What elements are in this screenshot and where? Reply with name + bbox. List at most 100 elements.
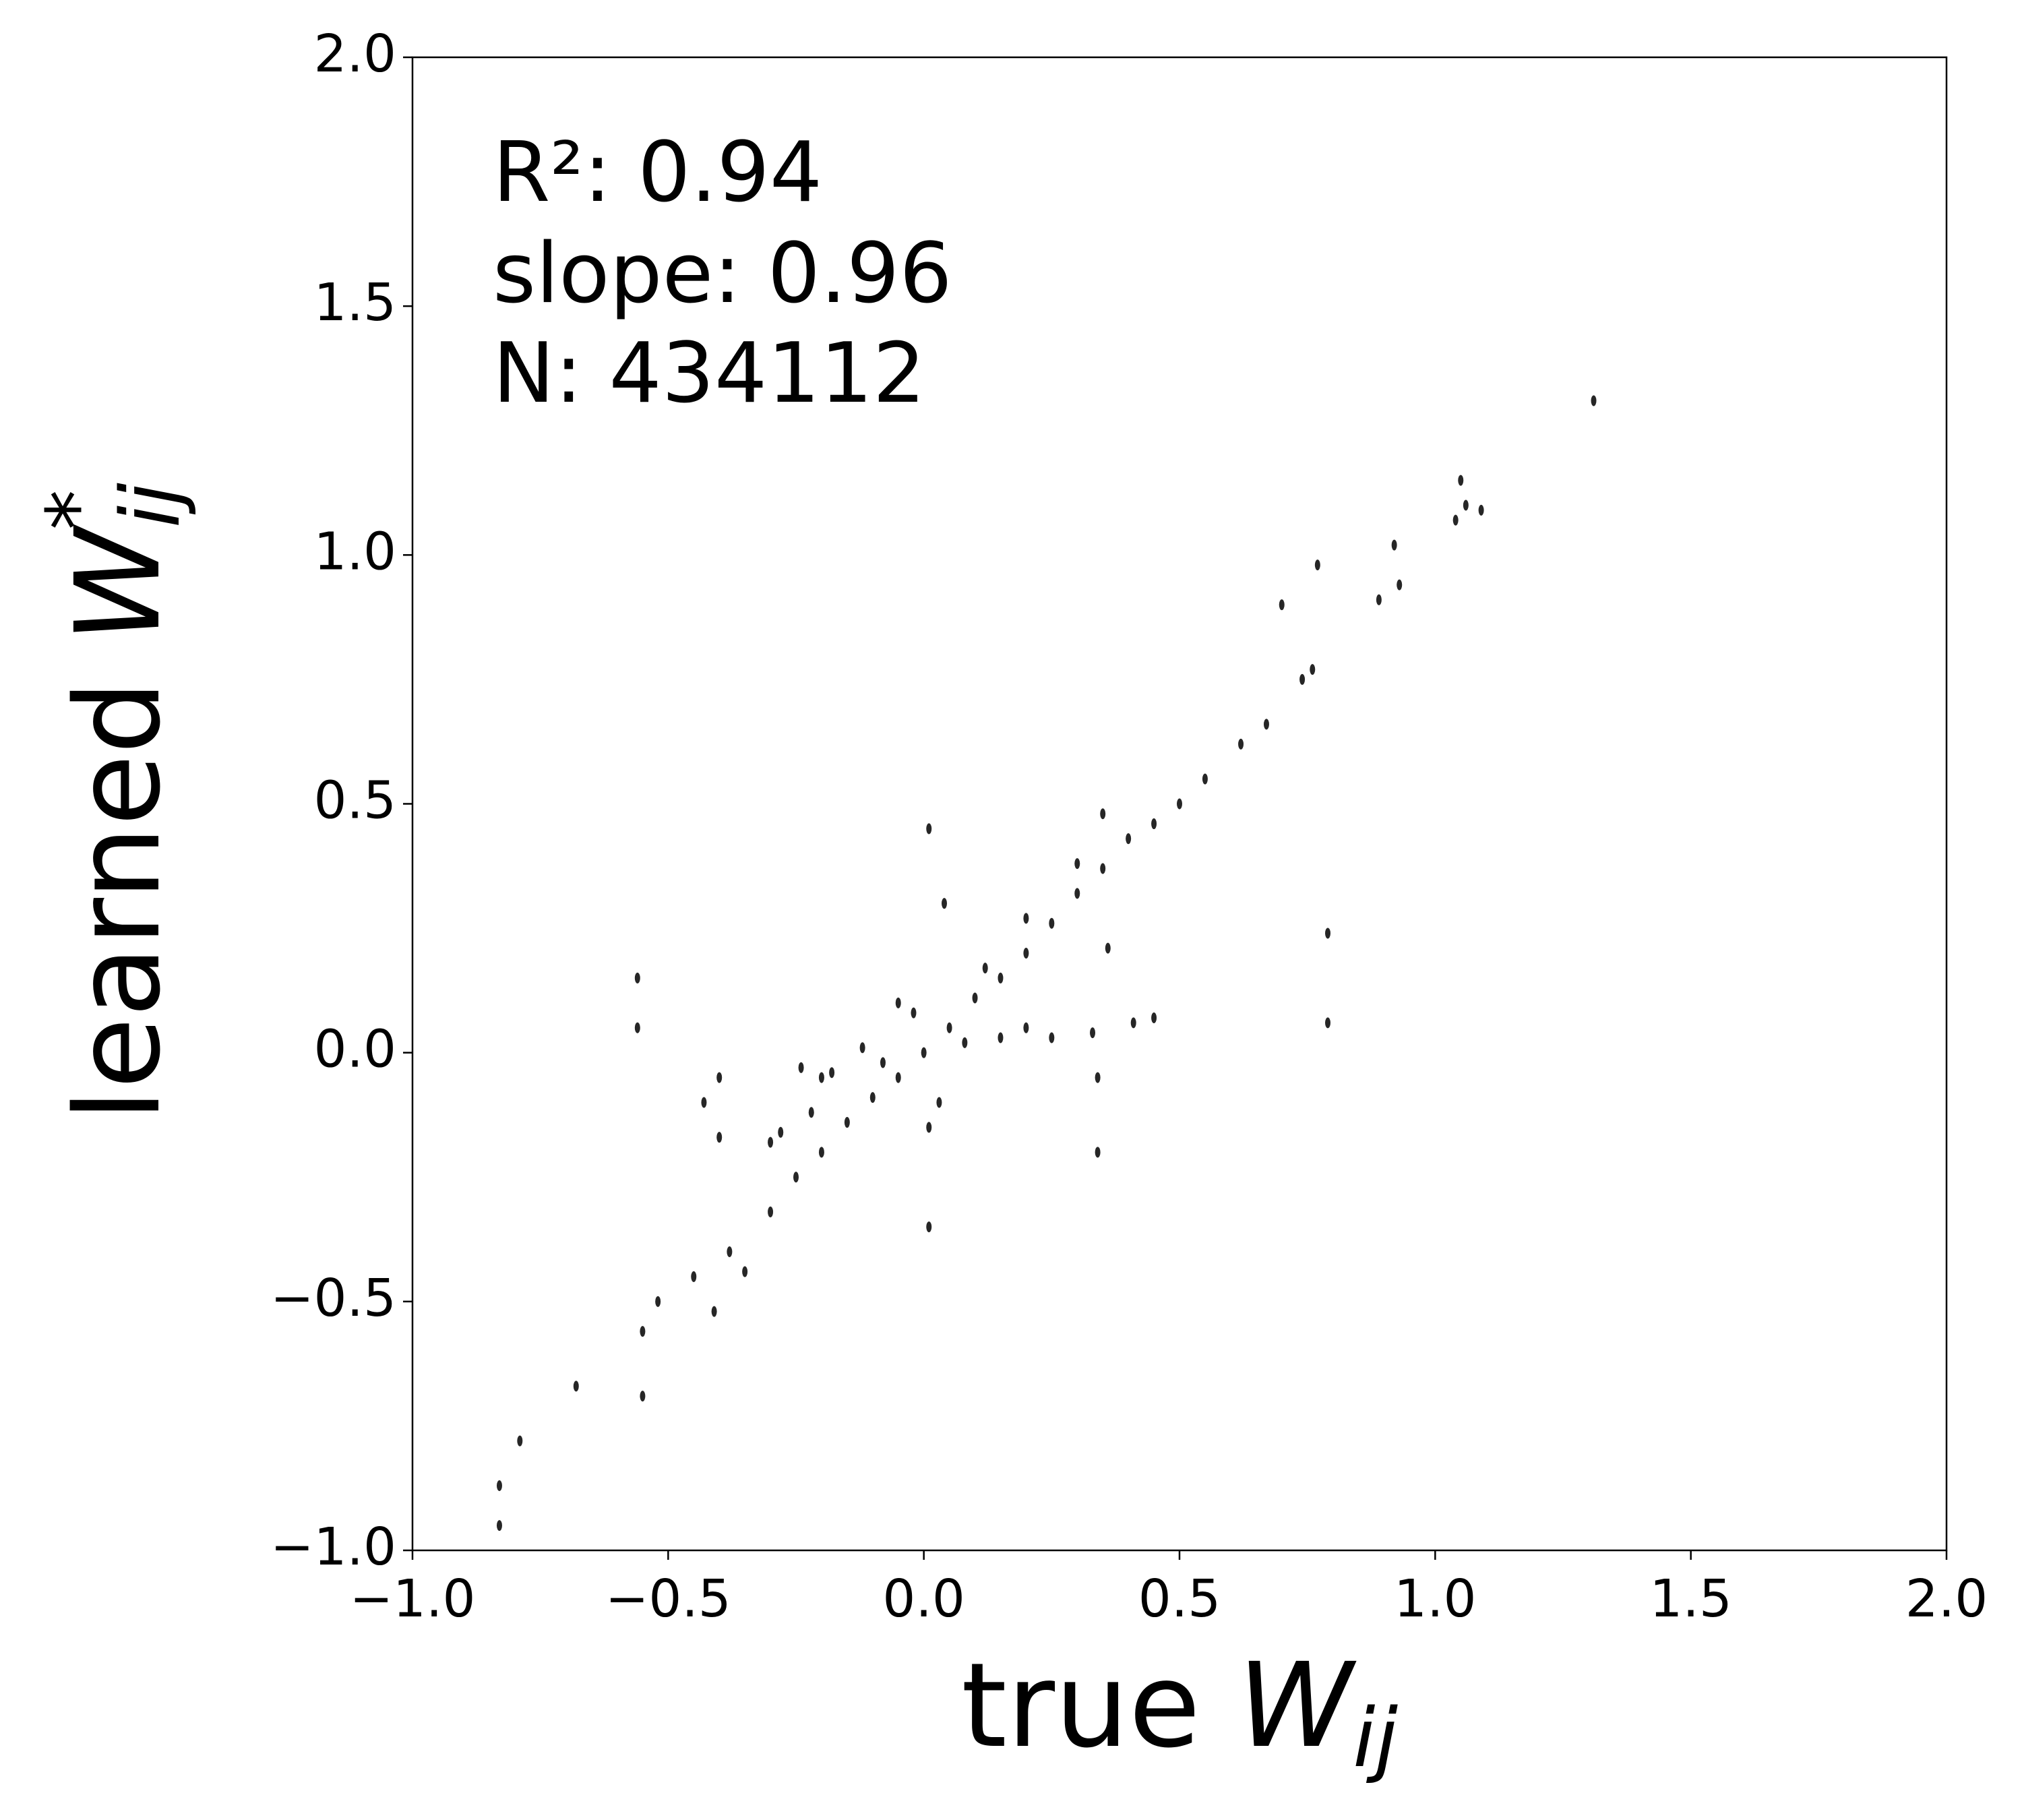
point	[1376, 594, 1382, 605]
annotation: slope: 0.96	[493, 226, 952, 322]
point	[1202, 773, 1208, 785]
point	[942, 898, 948, 909]
point	[1263, 719, 1269, 730]
point	[880, 1057, 886, 1068]
point	[1074, 858, 1080, 870]
point	[962, 1037, 968, 1048]
point	[911, 1007, 917, 1019]
points	[496, 395, 1597, 1531]
y-tick-label: −0.5	[270, 1269, 396, 1329]
x-tick-label: 1.5	[1649, 1569, 1732, 1629]
point	[1310, 664, 1316, 675]
point	[1478, 504, 1484, 516]
point	[1074, 888, 1080, 899]
point	[1314, 559, 1320, 571]
y-axis-label: learned Wij*	[30, 483, 198, 1122]
point	[1095, 1072, 1101, 1083]
point	[655, 1296, 661, 1307]
point	[818, 1072, 824, 1083]
point	[808, 1107, 814, 1118]
point	[869, 1092, 876, 1103]
point	[1130, 1017, 1136, 1029]
y-tick-label: 2.0	[314, 24, 396, 84]
point	[793, 1172, 799, 1183]
point	[1090, 1027, 1096, 1039]
point	[895, 1072, 901, 1083]
point	[768, 1136, 774, 1148]
point	[936, 1097, 942, 1108]
point	[742, 1266, 748, 1277]
point	[496, 1480, 502, 1492]
point	[1023, 913, 1029, 924]
point	[711, 1306, 717, 1317]
point	[798, 1062, 804, 1073]
point	[1325, 1017, 1331, 1029]
y-tick-label: −1.0	[270, 1517, 396, 1577]
point	[926, 1221, 932, 1233]
x-tick-label: 2.0	[1905, 1569, 1988, 1629]
point	[926, 823, 932, 835]
x-tick-label: −1.0	[350, 1569, 476, 1629]
point	[727, 1246, 733, 1257]
point	[1151, 1012, 1157, 1023]
point	[1463, 499, 1469, 511]
x-axis-label: true Wij	[961, 1637, 1398, 1786]
point	[1023, 1022, 1029, 1033]
point	[1049, 1032, 1055, 1043]
point	[716, 1072, 723, 1083]
point	[768, 1206, 774, 1217]
point	[1049, 917, 1055, 929]
y-tick-label: 1.0	[314, 522, 396, 582]
point	[818, 1147, 824, 1158]
plot-frame	[411, 56, 1948, 1552]
x-tick-label: 0.0	[882, 1569, 964, 1629]
x-tick-label: 0.5	[1138, 1569, 1221, 1629]
point	[1591, 395, 1597, 406]
point	[1458, 475, 1464, 486]
point	[1238, 738, 1244, 750]
point	[778, 1126, 784, 1138]
point	[926, 1122, 932, 1133]
point	[1126, 833, 1132, 845]
y-tick-label: 0.5	[314, 770, 396, 830]
point	[1391, 539, 1397, 551]
point	[691, 1271, 697, 1282]
point	[634, 1022, 640, 1033]
point	[640, 1326, 646, 1337]
point	[496, 1520, 502, 1531]
point	[1105, 942, 1111, 954]
point	[1325, 928, 1331, 939]
point	[844, 1117, 850, 1128]
point	[998, 1032, 1004, 1043]
point	[517, 1435, 523, 1447]
x-tick-label: 1.0	[1394, 1569, 1476, 1629]
point	[716, 1132, 723, 1143]
annotation: N: 434112	[493, 326, 925, 422]
point	[640, 1391, 646, 1402]
point	[573, 1381, 579, 1392]
point	[921, 1047, 927, 1058]
point	[1095, 1147, 1101, 1158]
point	[1100, 808, 1106, 820]
y-tick-label: 1.5	[314, 273, 396, 333]
point	[895, 997, 901, 1008]
point	[859, 1042, 865, 1054]
point	[1397, 579, 1403, 590]
point	[701, 1097, 707, 1108]
point	[634, 972, 640, 983]
point	[1299, 673, 1306, 685]
point	[1279, 599, 1285, 611]
point	[946, 1022, 952, 1033]
point	[982, 963, 988, 974]
point	[1151, 818, 1157, 830]
point	[1452, 514, 1459, 526]
point	[998, 972, 1004, 983]
point	[1023, 948, 1029, 959]
point	[1100, 863, 1106, 874]
point	[972, 992, 978, 1004]
point	[829, 1067, 835, 1079]
y-tick-label: 0.0	[314, 1020, 396, 1080]
x-tick-label: −0.5	[605, 1569, 731, 1629]
point	[1177, 798, 1182, 810]
